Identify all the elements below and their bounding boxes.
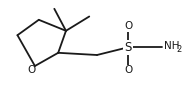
Text: O: O xyxy=(124,65,132,75)
Text: O: O xyxy=(124,21,132,31)
Text: O: O xyxy=(27,65,35,75)
Text: NH: NH xyxy=(164,41,179,51)
Text: 2: 2 xyxy=(176,45,181,54)
Text: S: S xyxy=(124,41,132,54)
